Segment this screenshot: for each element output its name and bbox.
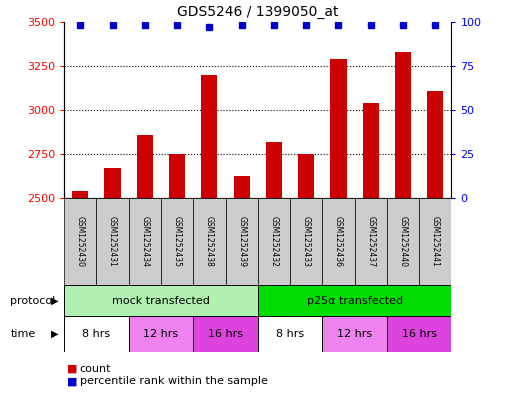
Text: GSM1252441: GSM1252441	[431, 216, 440, 267]
Text: p25α transfected: p25α transfected	[307, 296, 403, 306]
Bar	[105, 168, 121, 393]
Bar	[387, 316, 451, 352]
Text: GSM1252436: GSM1252436	[334, 216, 343, 267]
Text: ■: ■	[67, 364, 77, 374]
Text: mock transfected: mock transfected	[112, 296, 210, 306]
Bar	[64, 285, 258, 316]
Text: 16 hrs: 16 hrs	[402, 329, 437, 339]
Bar	[298, 154, 314, 393]
Bar	[322, 198, 354, 285]
Bar	[427, 90, 443, 393]
Text: 12 hrs: 12 hrs	[144, 329, 179, 339]
Text: GSM1252433: GSM1252433	[302, 216, 311, 267]
Text: GSM1252432: GSM1252432	[269, 216, 279, 267]
Bar	[193, 198, 226, 285]
Text: GSM1252440: GSM1252440	[399, 216, 407, 267]
Text: percentile rank within the sample: percentile rank within the sample	[80, 376, 267, 386]
Title: GDS5246 / 1399050_at: GDS5246 / 1399050_at	[177, 5, 339, 19]
Text: GSM1252435: GSM1252435	[172, 216, 182, 267]
Bar	[137, 135, 153, 393]
Bar	[322, 316, 387, 352]
Text: count: count	[80, 364, 111, 374]
Text: ▶: ▶	[51, 296, 58, 306]
Text: time: time	[10, 329, 35, 339]
Bar	[72, 191, 88, 393]
Bar	[233, 176, 250, 393]
Text: 16 hrs: 16 hrs	[208, 329, 243, 339]
Bar	[193, 316, 258, 352]
Text: GSM1252437: GSM1252437	[366, 216, 375, 267]
Bar	[363, 103, 379, 393]
Bar	[129, 316, 193, 352]
Text: ▶: ▶	[51, 329, 58, 339]
Text: GSM1252431: GSM1252431	[108, 216, 117, 267]
Bar	[387, 198, 419, 285]
Bar	[258, 198, 290, 285]
Text: 8 hrs: 8 hrs	[276, 329, 304, 339]
Bar	[64, 316, 129, 352]
Text: GSM1252438: GSM1252438	[205, 216, 214, 267]
Text: protocol: protocol	[10, 296, 55, 306]
Text: GSM1252439: GSM1252439	[237, 216, 246, 267]
Bar	[419, 198, 451, 285]
Bar	[395, 51, 411, 393]
Bar	[201, 75, 218, 393]
Bar	[169, 154, 185, 393]
Text: 8 hrs: 8 hrs	[83, 329, 110, 339]
Bar	[96, 198, 129, 285]
Bar	[330, 59, 347, 393]
Bar	[161, 198, 193, 285]
Bar	[64, 198, 96, 285]
Text: 12 hrs: 12 hrs	[337, 329, 372, 339]
Bar	[129, 198, 161, 285]
Text: GSM1252430: GSM1252430	[76, 216, 85, 267]
Bar	[258, 316, 322, 352]
Text: GSM1252434: GSM1252434	[141, 216, 149, 267]
Bar	[354, 198, 387, 285]
Bar	[266, 142, 282, 393]
Text: ■: ■	[67, 376, 77, 386]
Bar	[226, 198, 258, 285]
Bar	[258, 285, 451, 316]
Bar	[290, 198, 322, 285]
